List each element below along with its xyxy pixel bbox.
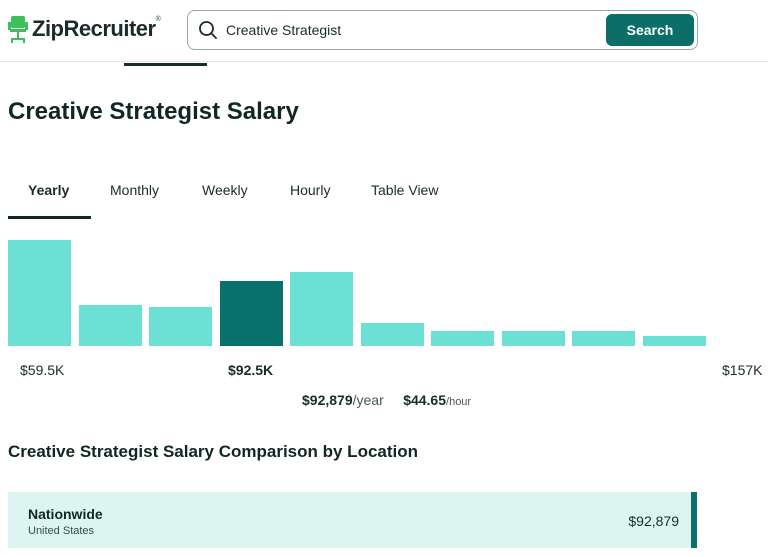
search-icon: [199, 21, 217, 39]
axis-label-mid: $92.5K: [228, 362, 274, 378]
histogram-bar: [360, 322, 424, 346]
search-button[interactable]: Search: [606, 14, 694, 46]
brand-name: ZipRecruiter®: [32, 16, 161, 41]
average-salary: $92,879/year $44.65/hour: [302, 392, 471, 408]
search-box: Search: [187, 10, 698, 50]
tab-table-view[interactable]: Table View: [371, 182, 439, 198]
location-name: Nationwide: [28, 506, 103, 522]
tab-hourly[interactable]: Hourly: [290, 182, 331, 198]
histogram-bar: [219, 281, 283, 346]
histogram-bar: [149, 306, 212, 346]
tab-yearly[interactable]: Yearly: [28, 182, 70, 198]
histogram-bar: [290, 271, 353, 346]
histogram-bar: [431, 331, 494, 346]
location-salary: $92,879: [628, 513, 679, 529]
page-title: Creative Strategist Salary: [8, 98, 299, 125]
comparison-title: Creative Strategist Salary Comparison by…: [8, 442, 419, 461]
axis-label-max: $157K: [722, 362, 763, 378]
histogram-bar: [78, 304, 142, 346]
tab-monthly[interactable]: Monthly: [110, 182, 160, 198]
histogram-bar: [8, 240, 71, 346]
nav-active-indicator: [124, 63, 207, 66]
location-row-nationwide[interactable]: Nationwide United States $92,879: [8, 492, 697, 548]
average-hourly-value: $44.65: [403, 392, 447, 408]
average-yearly-unit: /year: [352, 392, 384, 408]
ziprecruiter-logo[interactable]: ZipRecruiter®: [8, 14, 161, 44]
histogram-bar: [642, 336, 706, 346]
axis-label-min: $59.5K: [20, 362, 65, 378]
search-input[interactable]: [226, 22, 596, 38]
average-yearly-value: $92,879: [302, 392, 353, 408]
histogram-bar: [501, 331, 565, 346]
tab-active-underline: [8, 216, 91, 219]
histogram-bar: [572, 331, 635, 346]
tab-weekly[interactable]: Weekly: [202, 182, 248, 198]
location-bar-marker: [691, 492, 697, 548]
average-hourly-unit: /hour: [446, 396, 472, 408]
salary-histogram: [8, 240, 708, 346]
location-country: United States: [28, 525, 95, 537]
period-tabs: Yearly Monthly Weekly Hourly Table View: [8, 166, 468, 220]
site-header: ZipRecruiter® Search: [0, 0, 768, 62]
chair-logo-icon: [8, 16, 28, 43]
